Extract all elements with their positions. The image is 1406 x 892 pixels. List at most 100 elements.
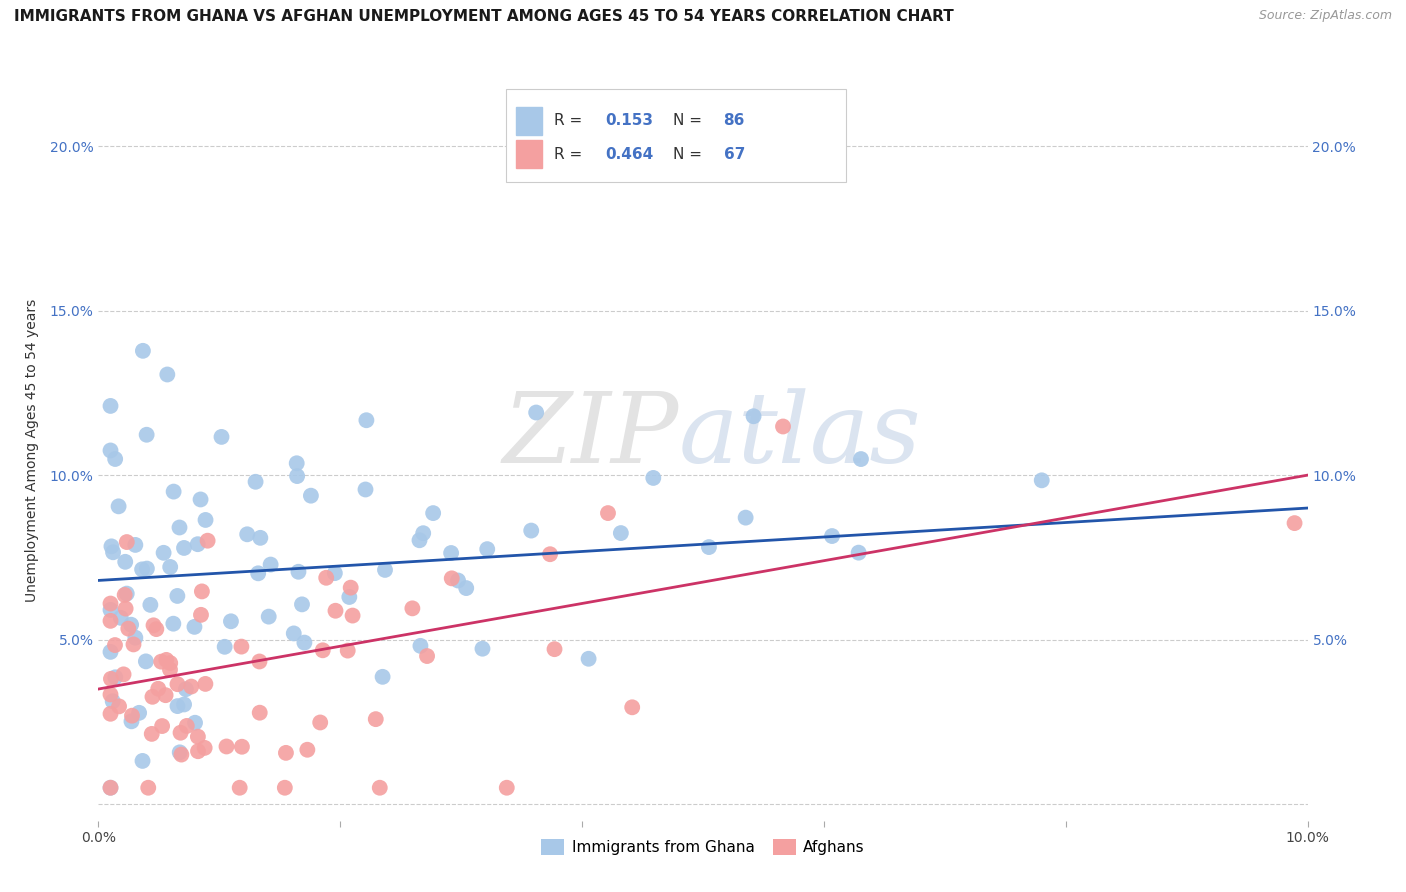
- Point: [159, 663, 181, 677]
- Point: [1284, 516, 1306, 530]
- Point: [190, 607, 212, 622]
- Y-axis label: Unemployment Among Ages 45 to 54 years: Unemployment Among Ages 45 to 54 years: [24, 299, 38, 602]
- Point: [194, 677, 217, 691]
- Point: [110, 611, 132, 625]
- Point: [734, 510, 756, 524]
- Point: [471, 641, 494, 656]
- Point: [135, 561, 157, 575]
- Point: [187, 730, 209, 744]
- Point: [100, 672, 122, 686]
- Point: [162, 616, 184, 631]
- Point: [197, 533, 219, 548]
- Point: [145, 622, 167, 636]
- Point: [176, 719, 198, 733]
- Point: [100, 540, 122, 554]
- Point: [100, 603, 122, 617]
- Point: [578, 652, 600, 666]
- Point: [231, 640, 253, 654]
- Point: [621, 700, 644, 714]
- Point: [249, 655, 271, 669]
- Point: [848, 546, 870, 560]
- Point: [309, 715, 332, 730]
- Point: [231, 739, 253, 754]
- Point: [257, 609, 280, 624]
- Point: [170, 747, 193, 762]
- Point: [112, 667, 135, 681]
- Point: [440, 571, 463, 585]
- Point: [364, 712, 387, 726]
- Point: [107, 500, 129, 514]
- Point: [135, 427, 157, 442]
- Point: [215, 739, 238, 754]
- Point: [214, 640, 236, 654]
- Point: [121, 714, 143, 729]
- Point: [142, 618, 165, 632]
- Point: [173, 541, 195, 555]
- Point: [174, 682, 197, 697]
- Point: [283, 626, 305, 640]
- Point: [456, 581, 478, 595]
- Point: [166, 677, 188, 691]
- Text: atlas: atlas: [679, 388, 921, 483]
- Text: 0.464: 0.464: [605, 147, 654, 161]
- Point: [139, 598, 162, 612]
- Point: [120, 617, 142, 632]
- Point: [150, 655, 173, 669]
- Point: [211, 430, 233, 444]
- Point: [312, 643, 335, 657]
- Bar: [516, 107, 543, 135]
- Point: [184, 715, 207, 730]
- Point: [155, 688, 177, 702]
- Point: [409, 639, 432, 653]
- Point: [100, 443, 122, 458]
- Text: R =: R =: [554, 147, 588, 161]
- Point: [274, 780, 297, 795]
- Point: [447, 574, 470, 588]
- Point: [285, 456, 308, 470]
- Point: [219, 615, 242, 629]
- Point: [136, 780, 159, 795]
- Text: 0.153: 0.153: [605, 113, 652, 128]
- Point: [1031, 473, 1053, 487]
- Point: [115, 586, 138, 600]
- Point: [104, 452, 127, 467]
- Point: [100, 780, 122, 795]
- Point: [821, 529, 844, 543]
- Legend: Immigrants from Ghana, Afghans: Immigrants from Ghana, Afghans: [534, 833, 872, 861]
- Point: [169, 520, 191, 534]
- Point: [247, 566, 270, 581]
- Point: [104, 670, 127, 684]
- Point: [108, 699, 131, 714]
- Point: [325, 604, 347, 618]
- Point: [610, 526, 633, 541]
- Point: [187, 744, 209, 758]
- Point: [162, 484, 184, 499]
- Text: R =: R =: [554, 113, 588, 128]
- Point: [520, 524, 543, 538]
- Point: [274, 746, 297, 760]
- Point: [236, 527, 259, 541]
- Point: [114, 601, 136, 615]
- Text: N =: N =: [672, 113, 707, 128]
- Point: [173, 698, 195, 712]
- Point: [245, 475, 267, 489]
- Point: [114, 588, 136, 602]
- Point: [323, 566, 346, 581]
- Point: [115, 535, 138, 549]
- Point: [772, 419, 794, 434]
- Point: [121, 708, 143, 723]
- Point: [291, 598, 314, 612]
- Point: [315, 571, 337, 585]
- Point: [543, 642, 565, 657]
- Point: [183, 620, 205, 634]
- Point: [228, 780, 250, 795]
- Point: [194, 740, 217, 755]
- Point: [100, 780, 122, 795]
- Point: [354, 483, 377, 497]
- Point: [101, 545, 124, 559]
- Point: [141, 727, 163, 741]
- Point: [100, 614, 122, 628]
- Bar: [516, 140, 543, 169]
- Point: [155, 653, 177, 667]
- Point: [100, 688, 122, 702]
